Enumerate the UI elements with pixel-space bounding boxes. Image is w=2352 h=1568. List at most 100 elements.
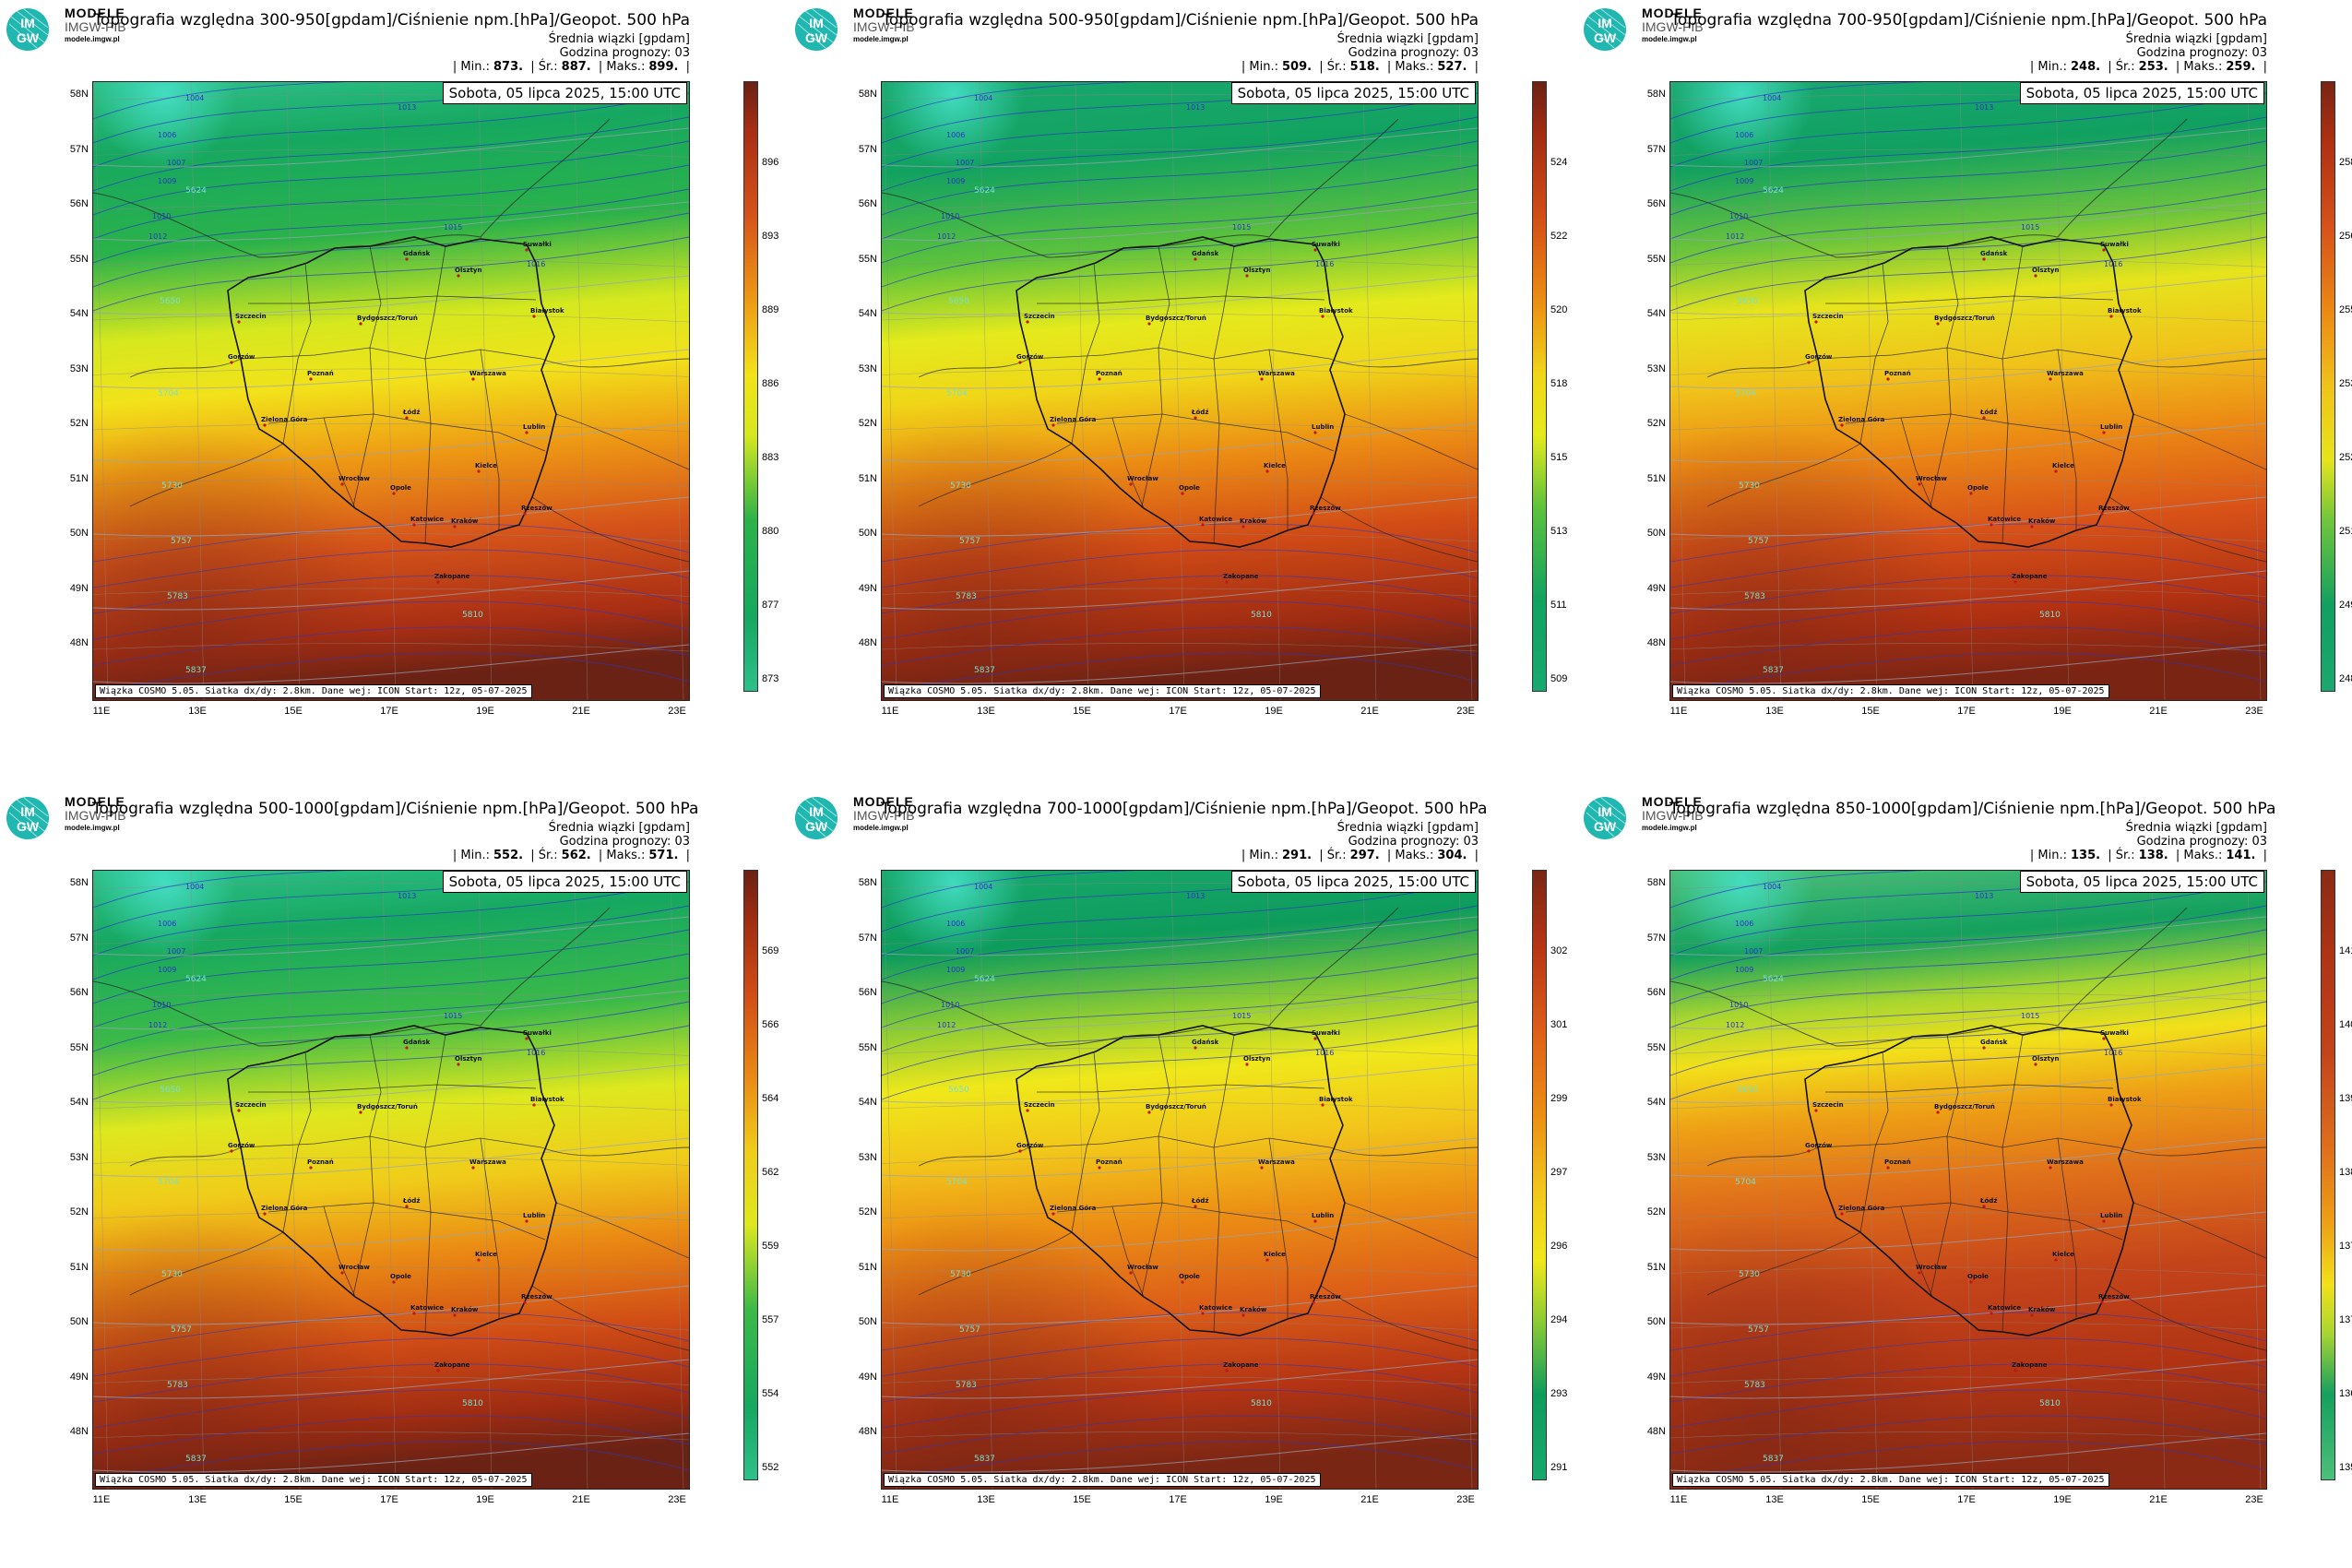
city-label: Zakopane [1223,1361,1259,1369]
city-marker [1982,416,1986,420]
stat-mean-label: | Śr.: [530,849,558,862]
color-scale-label: 520 [1550,304,1568,315]
city-marker [412,523,416,527]
geopotential-label: 5650 [1737,1086,1758,1095]
city-marker [1321,1103,1324,1107]
latitude-label: 57N [69,932,89,944]
city-label: Katowice [1988,516,2021,523]
city-marker [1982,257,1986,261]
stat-mean-value: 518. [1349,60,1380,74]
map-field: Gdańsk Olsztyn Suwałki Szczecin Białystok Byd… [93,82,689,700]
voivodeship-border [248,1084,537,1093]
graticule-lat [1670,368,2266,377]
city-label: Wrocław [339,475,370,482]
geopotential-label: 5730 [161,1270,183,1279]
isobar-line [882,1001,1478,1076]
city-label: Rzeszów [1310,505,1341,512]
panel-title: Topografia względna 850-1000[gpdam]/Ciśn… [1669,800,2276,818]
imgw-logo-icon: IM GW [795,797,837,839]
graticule-lon [1266,82,1281,700]
city-label: Opole [1967,1273,1989,1280]
geopotential-label: 5757 [1748,1325,1769,1335]
geopotential-label: 5704 [158,389,179,398]
isobar-line [93,236,689,312]
model-footer: Wiązka COSMO 5.05. Siatka dx/dy: 2.8km. … [95,1473,532,1487]
brand-name: MODELE [65,794,125,809]
stat-mean-label: | Śr.: [2108,849,2135,862]
graticule-lat [882,588,1478,597]
valid-date: Sobota, 05 lipca 2025, 15:00 UTC [2019,871,2264,893]
graticule-lat [882,148,1478,158]
svg-text:IM: IM [809,804,824,819]
stat-max-value: 899. [648,60,679,74]
city-label: Kielce [2052,1251,2074,1258]
isobar-line [93,92,689,168]
map-field: Gdańsk Olsztyn Suwałki Szczecin Białystok Byd… [93,871,689,1489]
city-marker [405,416,409,420]
voivodeship-border [1028,347,1331,360]
geopotential-line [93,127,689,168]
geopotential-line [882,422,1478,463]
city-marker [2102,1219,2106,1223]
graticule-lat [93,204,689,213]
latitude-label: 49N [1646,582,1666,594]
graticule-lat [882,1047,1478,1056]
stat-min-value: 291. [1282,849,1313,862]
city-marker [2034,1063,2037,1066]
geopotential-label: 5650 [1737,297,1758,306]
city-label: Suwałki [1312,1029,1340,1037]
city-marker [1886,377,1890,381]
graticule-lat [1670,1157,2266,1166]
isobar-label: 1013 [1186,892,1205,900]
graticule-lat [93,423,689,433]
geopotential-line [882,1063,1478,1104]
city-marker [1313,1219,1317,1223]
map-field: Gdańsk Olsztyn Suwałki Szczecin Białystok Byd… [882,871,1478,1489]
stat-mean-value: 297. [1349,849,1380,862]
voivodeship-border [1817,1135,2120,1148]
isobar-label: 1009 [1735,177,1753,185]
isobar-line [93,212,689,288]
city-marker [1260,1166,1264,1170]
city-label: Olsztyn [2032,267,2060,274]
longitude-label: 15E [284,1494,303,1505]
isobar-label: 1004 [1763,883,1781,891]
map-field: Gdańsk Olsztyn Suwałki Szczecin Białystok Byd… [1670,871,2266,1489]
longitude-label: 23E [668,706,686,717]
graticule-lon [2247,871,2262,1489]
color-scale-label: 297 [1550,1167,1568,1178]
graticule-lat [1670,314,2266,323]
color-scale-bar [2321,870,2335,1480]
imgw-logo-icon: IM GW [1584,797,1626,839]
city-marker [1026,1109,1029,1112]
stat-min-label: | Min.: [1241,849,1278,862]
city-label: Kielce [2052,462,2074,469]
isobar-label: 1010 [941,212,959,220]
city-label: Gorzów [228,353,255,361]
graticule-lon [2151,82,2166,700]
map-area: Gdańsk Olsztyn Suwałki Szczecin Białystok Byd… [92,870,690,1490]
graticule-lon [1075,82,1089,700]
city-marker [1181,1280,1184,1284]
isobar-line [882,1337,1478,1377]
city-label: Gorzów [1805,1142,1833,1149]
graticule-lon [1362,871,1377,1489]
longitude-label: 21E [2149,706,2168,717]
latitude-label: 57N [858,932,877,944]
voivodeship-border [1037,1084,1325,1093]
map-panel-2: IM GW MODELE IMGW-PIB modele.imgw.pl Top… [789,0,1567,775]
color-scale-label: 294 [1550,1314,1568,1325]
isobar-label: 1004 [185,94,204,102]
isobar-line [93,140,689,216]
geopotential-line [93,1359,689,1399]
isobar-label: 1009 [1735,966,1753,974]
graticule-lat [1670,992,2266,1002]
graticule-lat [1670,258,2266,267]
color-scale-label: 252 [2339,452,2352,463]
city-marker [1194,257,1197,261]
poland-border [1804,236,2134,548]
color-scale-label: 251 [2339,526,2352,537]
svg-text:GW: GW [1594,30,1617,45]
geopotential-label: 5783 [167,1381,188,1390]
latitude-label: 52N [69,418,89,429]
